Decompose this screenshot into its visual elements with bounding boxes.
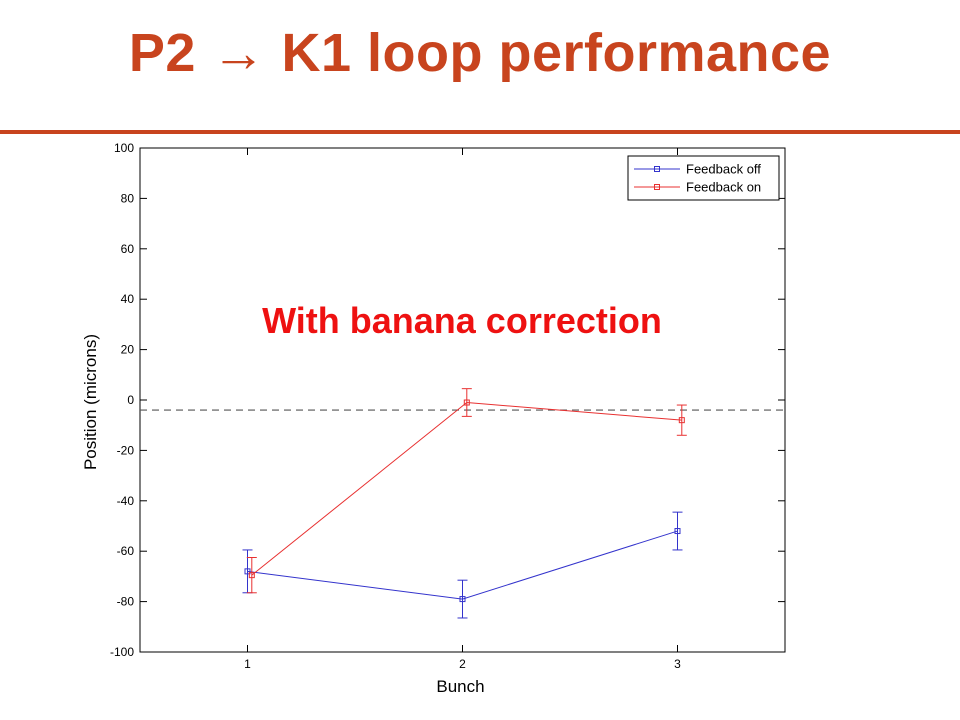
y-tick-label: 60 [121,242,135,256]
title-divider [0,130,960,134]
y-tick-label: -80 [117,595,135,609]
y-tick-label: -100 [110,645,134,659]
y-tick-label: -20 [117,443,135,457]
y-tick-label: -60 [117,544,135,558]
chart-annotation: With banana correction [262,300,662,341]
legend-swatch-marker [654,166,660,172]
data-point-marker [463,399,470,406]
axes-frame [139,147,786,653]
x-tick-label: 3 [674,657,681,671]
y-axis-label: Position (microns) [81,334,100,470]
y-tick-label: 100 [114,141,134,155]
data-point-marker [674,528,681,535]
x-tick-label: 1 [244,657,251,671]
legend-swatch-marker [654,184,660,190]
y-tick-label: 20 [121,343,135,357]
y-tick-label: 40 [121,292,135,306]
legend: Feedback off Feedback on [627,155,780,201]
data-point-marker [459,596,466,603]
y-tick-label: 80 [121,191,135,205]
data-point-marker [244,568,251,575]
x-axis-label: Bunch [436,677,484,696]
legend-entry: Feedback on [686,180,761,195]
slide-title: P2 → K1 loop performance [128,23,832,83]
x-tick-label: 2 [459,657,466,671]
plot-area: -100 -80 -60 -40 -20 0 20 40 60 80 100 1 2 3 Bunch Posi… [81,141,786,696]
data-point-marker [678,417,685,424]
legend-box [627,155,780,201]
legend-entry: Feedback off [686,162,761,177]
y-tick-label: 0 [127,393,134,407]
y-tick-label: -40 [117,494,135,508]
data-point-marker [248,572,255,579]
